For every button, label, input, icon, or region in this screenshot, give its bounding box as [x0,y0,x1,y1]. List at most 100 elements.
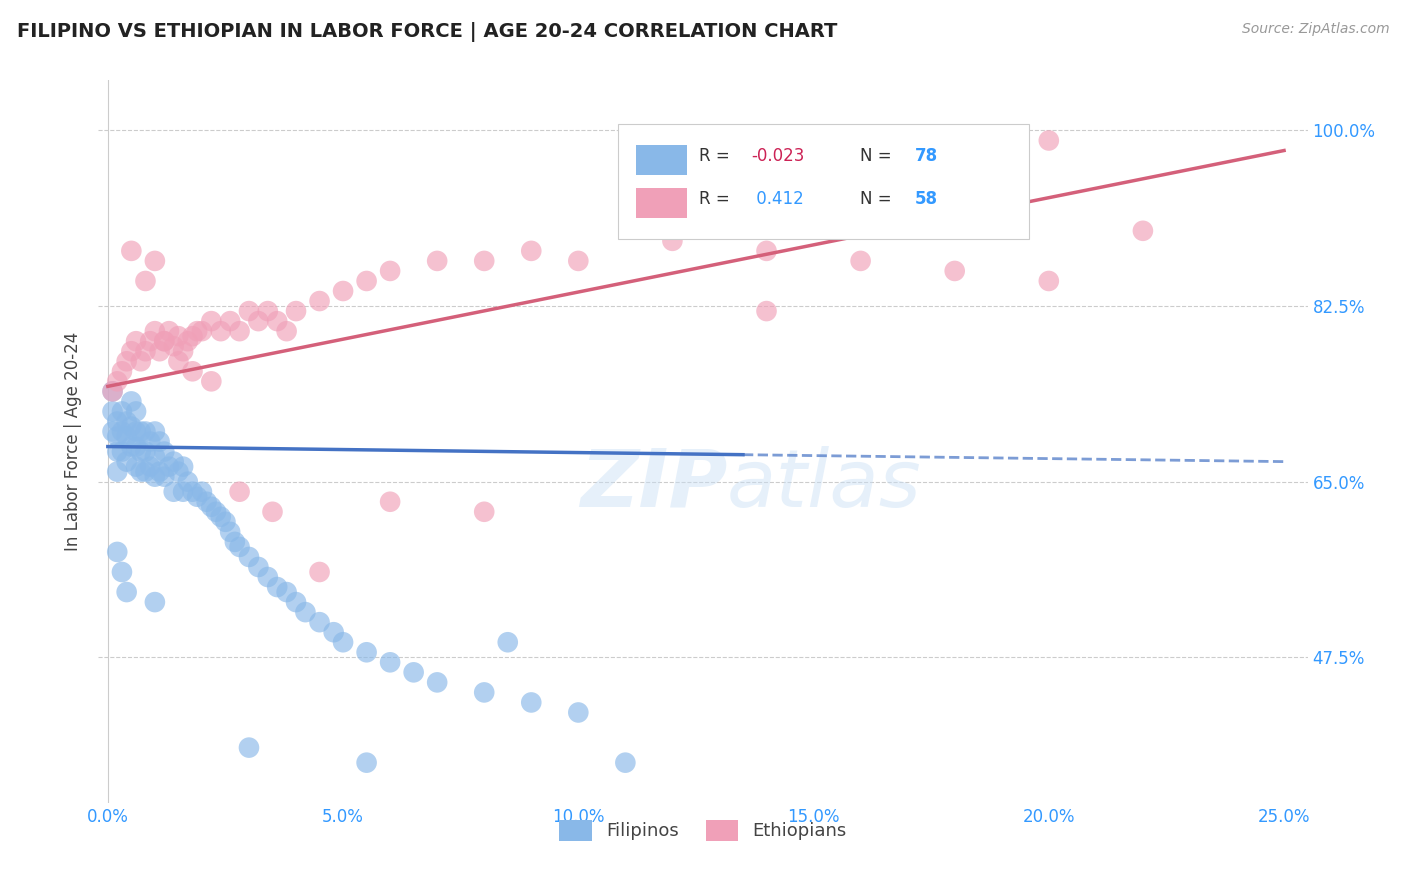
Point [115,454,138,468]
Point [378,494,401,508]
Point [167,329,190,343]
Point [111,404,134,418]
Point [111,425,134,439]
Legend: Filipinos, Ethiopians: Filipinos, Ethiopians [551,813,855,848]
Point [143,595,166,609]
Point [332,284,354,298]
Point [276,585,298,599]
Point [143,253,166,268]
Point [181,364,204,378]
Point [139,334,162,348]
Point [101,425,124,439]
Point [247,314,270,328]
Text: ZIP: ZIP [579,446,727,524]
Point [200,500,222,514]
Point [755,304,778,318]
FancyBboxPatch shape [637,188,688,219]
Point [1038,133,1060,147]
Point [143,450,166,464]
Point [167,465,190,479]
Point [134,444,156,458]
Point [262,505,284,519]
Point [125,404,148,418]
Text: R =: R = [699,147,735,165]
Point [172,344,194,359]
Point [129,425,152,439]
Point [129,444,152,458]
Point [105,444,128,458]
Point [332,635,354,649]
Text: 78: 78 [915,147,938,165]
Point [172,484,194,499]
Point [356,645,378,659]
Point [105,374,128,388]
Point [163,484,186,499]
Point [195,494,218,508]
Point [426,253,449,268]
Point [567,253,589,268]
Point [219,524,242,539]
Point [849,253,872,268]
Point [228,540,250,554]
Point [247,560,270,574]
Point [129,354,152,368]
Point [115,354,138,368]
Point [125,334,148,348]
Point [111,565,134,579]
Point [1038,274,1060,288]
Point [209,324,232,338]
Point [120,419,142,434]
Text: FILIPINO VS ETHIOPIAN IN LABOR FORCE | AGE 20-24 CORRELATION CHART: FILIPINO VS ETHIOPIAN IN LABOR FORCE | A… [17,22,837,42]
Point [238,740,260,755]
Point [228,484,250,499]
Point [105,414,128,429]
Point [143,469,166,483]
Point [153,444,176,458]
Point [266,580,288,594]
Point [294,605,316,619]
Point [149,434,172,449]
Point [256,570,278,584]
Point [134,344,156,359]
Point [472,253,495,268]
Point [181,484,204,499]
Text: R =: R = [699,191,735,209]
Point [143,324,166,338]
Text: Source: ZipAtlas.com: Source: ZipAtlas.com [1241,22,1389,37]
Point [567,706,589,720]
Point [755,244,778,258]
Point [120,244,142,258]
Text: -0.023: -0.023 [751,147,804,165]
Point [105,465,128,479]
Point [285,304,308,318]
Point [191,324,214,338]
Point [308,565,330,579]
Point [120,394,142,409]
Point [115,585,138,599]
Point [134,425,156,439]
Point [111,444,134,458]
Text: N =: N = [860,147,897,165]
Point [186,324,208,338]
Point [115,429,138,443]
Point [181,329,204,343]
Point [125,459,148,474]
Point [1132,224,1154,238]
Point [153,334,176,348]
Point [172,459,194,474]
Point [520,696,543,710]
Point [426,675,449,690]
Point [115,414,138,429]
Point [378,264,401,278]
Point [200,314,222,328]
Point [661,234,683,248]
Point [205,505,228,519]
Point [120,344,142,359]
Text: N =: N = [860,191,897,209]
Point [496,635,519,649]
Point [266,314,288,328]
Point [228,324,250,338]
Point [224,534,246,549]
Point [163,454,186,468]
Point [105,429,128,443]
